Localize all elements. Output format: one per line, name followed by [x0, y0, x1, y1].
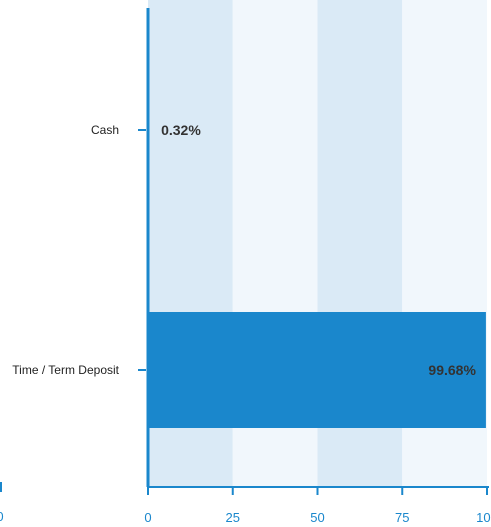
category-label: Time / Term Deposit	[12, 363, 119, 377]
bar-time-term-deposit[interactable]	[148, 312, 486, 428]
data-label: 0.32%	[161, 122, 201, 138]
labels: 0 25 50 75 100 Cash Time / Term Deposit 0.32% 99…	[12, 122, 491, 525]
category-label: Cash	[91, 123, 119, 137]
x-axis-ticks	[147, 487, 488, 495]
data-label: 99.68%	[428, 362, 476, 378]
left-panel-tick-label: 0	[0, 509, 4, 524]
y-axis-ticks	[138, 129, 146, 371]
x-tick-label: 75	[395, 510, 409, 525]
bars	[148, 72, 486, 428]
x-tick-label: 25	[226, 510, 240, 525]
x-tick-label: 0	[144, 510, 151, 525]
x-tick-label: 50	[310, 510, 324, 525]
x-tick-label: 100	[476, 510, 491, 525]
